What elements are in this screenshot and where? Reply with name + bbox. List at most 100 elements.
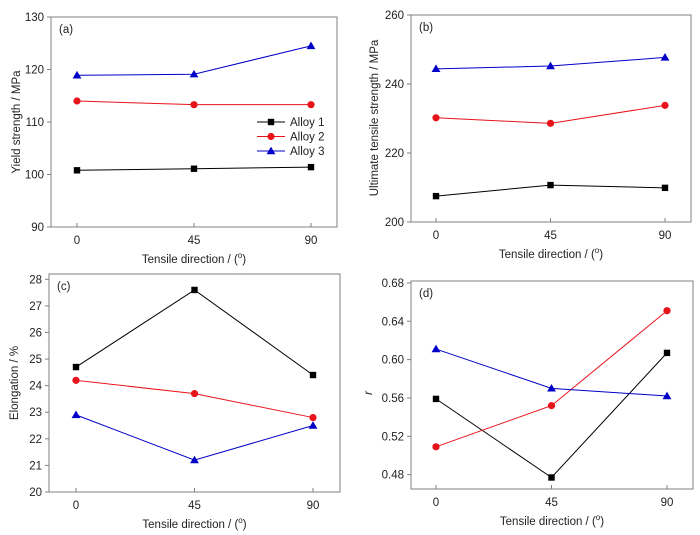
data-point	[307, 163, 315, 171]
y-tick-label: 90	[31, 222, 44, 234]
data-point	[71, 410, 81, 419]
x-tick-label: 90	[661, 497, 674, 509]
data-point	[308, 421, 318, 429]
legend-entry: Alloy 1	[257, 117, 325, 129]
data-point	[190, 390, 199, 398]
y-axis-label: Yield strength / MPa	[11, 70, 23, 174]
data-point	[547, 181, 554, 189]
data-point	[663, 349, 671, 357]
data-point	[548, 474, 555, 481]
x-axis-label: Tensile direction / (o)	[500, 513, 604, 528]
y-tick-label: 0.68	[382, 278, 404, 290]
series-alloy-2	[72, 376, 317, 422]
data-point	[191, 286, 198, 294]
chart-panel-c: 20 21 22 23 24 25 26 27 28 0 45 90 Tensile direction…	[9, 273, 341, 531]
data-point	[661, 101, 669, 109]
series-line	[435, 352, 668, 479]
series-alloy-1	[432, 349, 671, 481]
y-tick-label: 0.64	[382, 316, 405, 328]
data-point	[309, 413, 317, 422]
legend: Alloy 1 Alloy 2 Alloy 3	[257, 117, 325, 158]
chart-panel-d: 0.48 0.52 0.56 0.60 0.64 0.68 0 45 90 Tensile dir…	[363, 278, 694, 528]
series-alloy-1	[432, 181, 669, 200]
y-tick-label: 20	[29, 487, 42, 499]
x-axis-label: Tensile direction / (o)	[142, 516, 246, 531]
data-point	[307, 101, 315, 109]
data-point	[432, 114, 440, 122]
y-tick-label: 0.56	[382, 393, 404, 405]
y-tick-label: 26	[29, 327, 42, 339]
series-alloy-2	[432, 307, 671, 451]
y-tick-label: 260	[385, 10, 404, 22]
y-tick-label: 0.52	[382, 431, 404, 443]
y-tick-label: 0.60	[382, 355, 404, 367]
y-tick-label: 27	[29, 301, 42, 313]
y-tick-label: 23	[29, 407, 42, 419]
series-alloy-1	[72, 286, 317, 379]
series-alloy-1	[73, 163, 315, 174]
x-axis-label: Tensile direction / (o)	[142, 251, 246, 266]
data-point	[662, 391, 672, 400]
data-point	[190, 165, 198, 172]
data-point	[547, 402, 556, 410]
panel-label: (b)	[419, 22, 433, 34]
y-tick-label: 220	[385, 148, 404, 160]
data-point	[546, 119, 555, 127]
legend-marker	[266, 146, 276, 155]
panel-label: (a)	[59, 24, 73, 36]
data-point	[309, 371, 317, 379]
series-alloy-2	[432, 101, 669, 127]
y-tick-label: 28	[29, 274, 42, 286]
data-point	[432, 192, 440, 200]
y-tick-label: 200	[385, 217, 404, 229]
y-tick-label: 240	[385, 79, 404, 91]
chart-panel-a: 90 100 110 120 130 0 45 90 Tensile direction / (…	[11, 12, 338, 266]
data-point	[432, 443, 440, 451]
panel-label: (d)	[419, 288, 433, 300]
data-point	[72, 70, 82, 79]
y-axis-label: Ultimate tensile strength / MPa	[369, 39, 381, 196]
data-point	[189, 69, 199, 78]
data-point	[661, 184, 669, 192]
x-tick-label: 45	[188, 500, 201, 512]
series-line	[75, 289, 314, 376]
x-tick-label: 45	[545, 497, 558, 509]
y-tick-label: 25	[29, 354, 42, 366]
series-line	[75, 379, 314, 419]
series-alloy-3	[431, 344, 672, 400]
y-tick-label: 110	[26, 117, 44, 129]
y-tick-label: 21	[29, 460, 42, 472]
data-point	[431, 344, 441, 353]
series-alloy-3	[72, 41, 316, 79]
data-point	[73, 97, 81, 105]
chart-panel-b: 200 220 240 260 0 45 90 Tensile direction / (o)…	[369, 10, 692, 261]
data-point	[663, 307, 671, 315]
data-point	[432, 395, 440, 403]
data-point	[547, 383, 556, 392]
panel-label: (c)	[57, 281, 71, 293]
legend-label: Alloy 2	[290, 132, 325, 144]
x-tick-label: 45	[188, 235, 201, 247]
y-axis-label: Elongation / %	[9, 346, 21, 420]
y-tick-label: 0.48	[382, 470, 404, 482]
x-axis-label: Tensile direction / (o)	[499, 246, 603, 261]
y-axis-label: r	[363, 390, 375, 395]
legend-label: Alloy 3	[290, 146, 325, 158]
legend-entry: Alloy 3	[257, 146, 325, 158]
data-point	[660, 53, 670, 61]
series-alloy-3	[431, 53, 670, 73]
data-point	[190, 101, 198, 109]
y-tick-label: 100	[25, 170, 44, 182]
data-point	[73, 167, 81, 174]
x-tick-label: 90	[307, 500, 320, 512]
y-tick-label: 22	[29, 434, 42, 446]
legend-marker	[267, 132, 275, 141]
data-point	[72, 363, 80, 371]
legend-marker	[267, 118, 275, 126]
data-point	[190, 455, 199, 464]
x-tick-label: 0	[74, 235, 80, 247]
data-point	[72, 376, 80, 384]
series-line	[435, 310, 668, 448]
series-line	[75, 414, 314, 461]
